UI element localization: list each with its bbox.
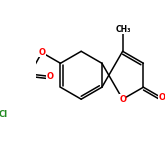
- Text: CH₃: CH₃: [115, 25, 131, 34]
- Text: O: O: [159, 93, 165, 103]
- Text: O: O: [38, 48, 45, 57]
- Text: O: O: [119, 95, 126, 104]
- Text: Cl: Cl: [0, 110, 8, 119]
- Text: O: O: [47, 72, 54, 81]
